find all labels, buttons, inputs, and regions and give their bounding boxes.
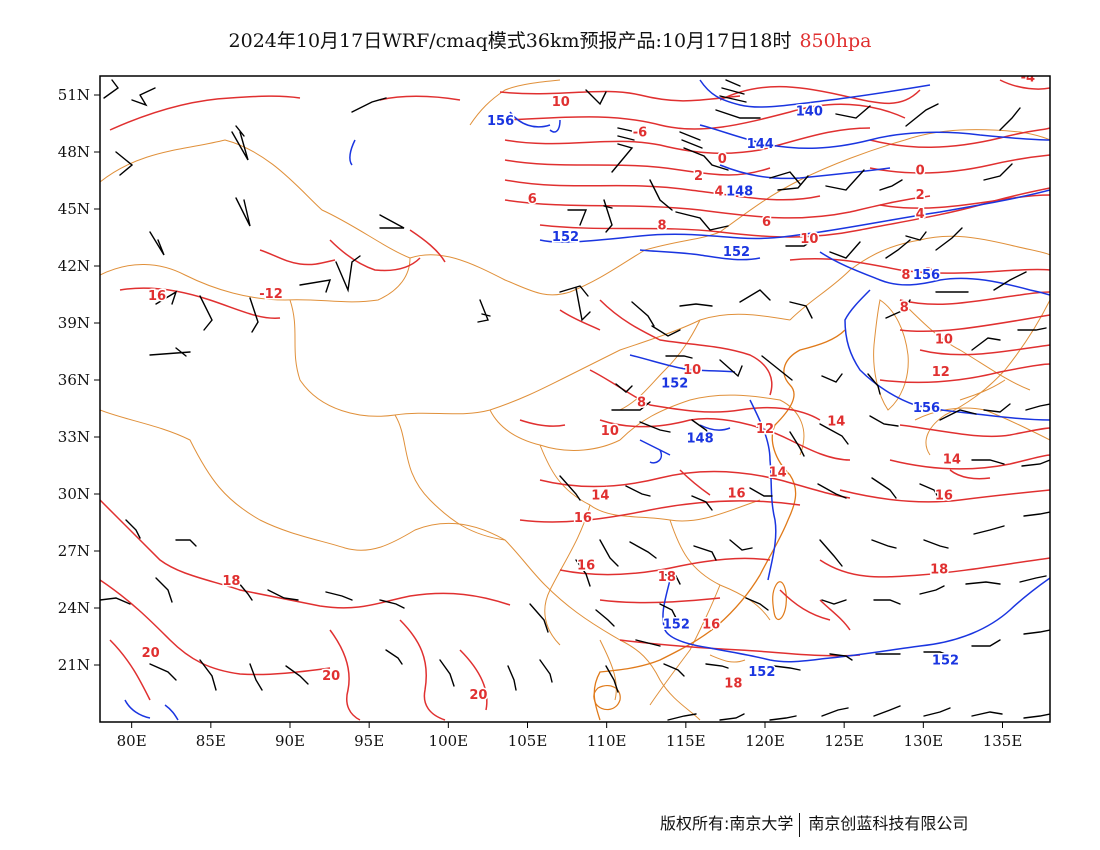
latitude-tick-label: 42N [58,257,90,275]
temperature-contour-label: 16 [702,618,720,633]
longitude-tick-label: 100E [429,732,469,750]
geopotential-contour-label: 148 [687,431,714,446]
temperature-contour-label: 18 [658,570,676,585]
temperature-contour-label: 12 [932,365,950,380]
longitude-tick-label: 85E [196,732,226,750]
latitude-tick-label: 48N [58,143,90,161]
temperature-contour-label: 2 [916,188,925,203]
latitude-tick-label: 45N [58,200,90,218]
korea-outline [873,299,909,411]
geopotential-contour-label: 148 [726,184,753,199]
latitude-tick-label: 51N [58,86,90,104]
longitude-tick-label: 115E [666,732,706,750]
temperature-contour-label: 6 [762,215,771,230]
wind-barbs [100,79,1050,721]
temperature-contour-label: 12 [756,422,774,437]
temperature-contour-label: 8 [901,268,910,283]
longitude-tick-label: 105E [508,732,548,750]
geopotential-contour-label: 156 [913,401,940,416]
longitude-tick-label: 95E [354,732,384,750]
longitude-tick-label: 90E [275,732,305,750]
latitude-tick-label: 27N [58,542,90,560]
latitude-tick-label: 36N [58,371,90,389]
map-title: 2024年10月17日WRF/cmaq模式36km预报产品:10月17日18时 8… [0,26,1100,53]
pressure-level: 850hpa [799,30,872,52]
temperature-contour-label: 2 [694,169,703,184]
temperature-contour-label: 8 [658,219,667,234]
geopotential-contour-label: 152 [552,230,579,245]
temperature-contour-label: 8 [900,300,909,315]
temperature-contour-label: 18 [930,563,948,578]
temperature-contour-label: 14 [591,488,609,503]
latitude-tick-label: 21N [58,656,90,674]
longitude-tick-label: 125E [824,732,864,750]
latitude-tick-label: 33N [58,428,90,446]
geopotential-contour-label: 140 [796,105,823,120]
temperature-contour-label: 10 [935,333,953,348]
geopotential-contour-label: 156 [913,268,940,283]
temperature-contour-label: 20 [469,688,487,703]
temperature-contour-label: 0 [718,152,727,167]
temperature-contour-label: 20 [142,646,160,661]
temperature-contour-label: 18 [222,574,240,589]
geopotential-contour-label: 144 [747,137,774,152]
temperature-contour-label: -12 [259,287,283,302]
geopotential-contours [124,79,1050,721]
latitude-tick-label: 39N [58,314,90,332]
temperature-contour-label: 16 [727,487,745,502]
temperature-contour-label: 18 [724,677,742,692]
geopotential-contour-label: 152 [663,618,690,633]
geopotential-contour-label: 152 [748,665,775,680]
temperature-contour-label: 10 [552,95,570,110]
latitude-tick-label: 24N [58,599,90,617]
temperature-contour-label: 16 [148,289,166,304]
geopotential-contour-label: 152 [723,245,750,260]
longitude-axis: 80E 85E 90E 95E 100E 105E 110E 115E 120E 125E 130E… [117,722,1023,750]
temperature-contour-label: 6 [528,192,537,207]
longitude-tick-label: 80E [117,732,147,750]
temperature-contour-label: 14 [943,452,961,467]
map-frame [99,75,1051,723]
temperature-contour-label: 10 [800,232,818,247]
longitude-tick-label: 120E [745,732,785,750]
temperature-contours [100,79,1050,721]
taiwan-outline [772,581,787,621]
temperature-contour-label: 16 [935,488,953,503]
title-main: 2024年10月17日WRF/cmaq模式36km预报产品:10月17日18时 [228,30,792,52]
copyright-owner: 版权所有:南京大学 [660,814,794,833]
temperature-contour-label: 20 [322,669,340,684]
temperature-contour-label: 16 [577,559,595,574]
temperature-contour-label: 4 [715,184,724,199]
copyright-company: 南京创蓝科技有限公司 [808,814,969,833]
temperature-contour-label: 10 [601,424,619,439]
longitude-tick-label: 110E [587,732,627,750]
latitude-tick-label: 30N [58,485,90,503]
temperature-contour-label: 4 [916,207,925,222]
hainan-outline [593,685,621,711]
footer-separator [799,812,801,837]
temperature-contour-label: 0 [916,164,925,179]
temperature-contour-label: 8 [924,266,933,281]
copyright-footer: 版权所有:南京大学 南京创蓝科技有限公司 [660,810,968,837]
geopotential-contour-label: 156 [487,114,514,129]
temperature-contour-label: -6 [633,126,647,141]
temperature-contour-label: 8 [637,395,646,410]
temperature-contour-label: 16 [574,511,592,526]
geopotential-contour-label: 152 [661,376,688,391]
temperature-contour-label: -4 [1021,70,1035,85]
longitude-tick-label: 130E [904,732,944,750]
longitude-tick-label: 135E [983,732,1023,750]
latitude-axis: 51N 48N 45N 42N 39N 36N 33N 30N 27N 24N 21N [58,86,100,674]
geopotential-contour-label: 152 [932,654,959,669]
temperature-contour-label: 14 [827,414,845,429]
temperature-contour-label: 14 [769,466,787,481]
coastline [593,329,846,721]
temperature-contour-label: 10 [683,363,701,378]
admin-boundaries [100,79,1050,721]
